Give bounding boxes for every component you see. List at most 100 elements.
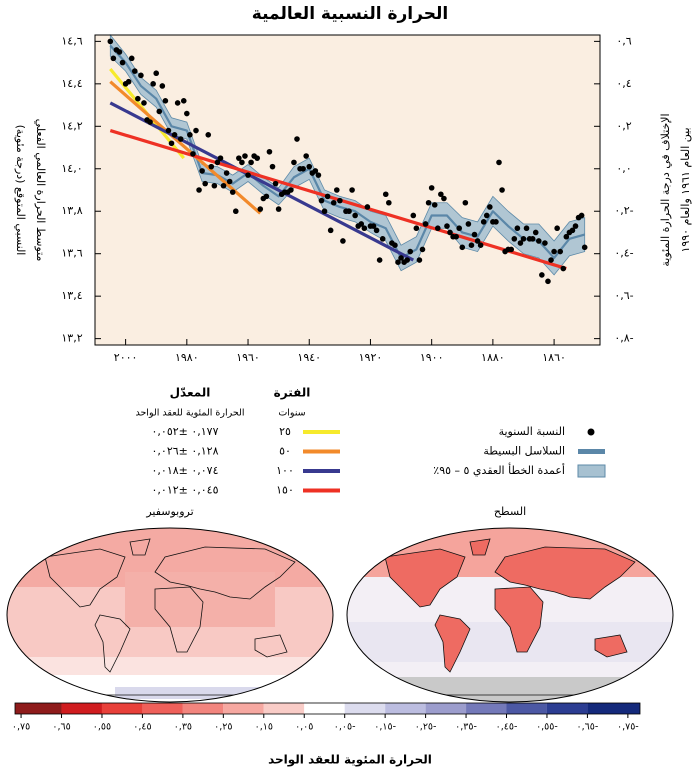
colorbar-tick-label: -٠,٣٥ — [455, 722, 477, 733]
data-point — [303, 153, 309, 159]
data-point — [462, 199, 469, 206]
data-point — [171, 131, 178, 138]
data-point — [520, 236, 527, 242]
table-subheader: سنوات — [278, 408, 305, 419]
data-point — [220, 182, 227, 189]
color-cell — [304, 703, 345, 714]
data-point — [150, 81, 156, 87]
data-point — [205, 131, 212, 138]
data-point — [355, 223, 362, 229]
data-point — [110, 55, 117, 62]
data-point — [386, 199, 392, 206]
color-cell — [223, 703, 264, 714]
data-point — [217, 155, 224, 161]
data-point — [260, 195, 267, 202]
color-cell — [263, 703, 305, 714]
data-point — [199, 168, 205, 174]
period-label: ١٥٠ — [276, 484, 294, 497]
data-point — [428, 185, 435, 191]
data-point — [291, 159, 297, 166]
color-cell — [101, 703, 143, 714]
colorbar-title: الحرارة المئوية للعقد الواحد — [268, 753, 432, 768]
color-cell — [506, 703, 547, 714]
data-point — [548, 257, 554, 263]
y-tick-label: ١٣,٦ — [61, 247, 82, 260]
data-point — [376, 257, 383, 263]
data-point — [131, 68, 138, 74]
colorbar-tick-label: ٠,٦٥ — [52, 722, 70, 733]
color-cell — [61, 703, 102, 714]
y-axis-label: متوسط الحرارة العالمي الفعلي — [34, 119, 47, 262]
legend-label: أعمدة الخطأ العقدي ٥ – ٩٥٪ — [433, 462, 565, 477]
legend-swatch — [587, 428, 595, 436]
data-point — [444, 223, 450, 229]
data-point — [560, 265, 567, 272]
data-point — [333, 187, 340, 193]
data-point — [496, 159, 502, 166]
rate-label: ٠,٠٤٥ ±٠,٠١٢ — [152, 484, 219, 497]
data-point — [379, 236, 386, 242]
data-point — [272, 180, 279, 187]
data-point — [214, 159, 221, 166]
data-point — [523, 225, 530, 232]
data-point — [245, 172, 251, 178]
y2-tick-label: -٠,٤ — [614, 247, 633, 260]
data-point — [236, 155, 242, 161]
period-label: ٢٥ — [279, 425, 291, 438]
y-tick-label: ١٤,٦ — [61, 34, 82, 47]
y2-tick-label: -٠,٦ — [614, 289, 633, 302]
color-cell — [587, 703, 640, 714]
y-tick-label: ١٤,٤ — [61, 77, 82, 90]
data-point — [441, 195, 447, 202]
x-tick-label: ١٩٠٠ — [420, 351, 444, 364]
data-point — [327, 227, 334, 234]
data-point — [141, 100, 147, 106]
y2-tick-label: ٠,٠ — [616, 162, 631, 175]
data-point — [364, 204, 371, 210]
data-point — [275, 206, 282, 212]
data-point — [257, 206, 264, 212]
data-point — [184, 110, 190, 117]
colorbar-tick-label: ٠,٥٥ — [93, 722, 111, 733]
data-point — [187, 131, 193, 138]
rate-label: ٠,١٧٧ ±٠,٠٥٢ — [152, 425, 219, 438]
data-point — [315, 172, 322, 178]
period-label: ٥٠ — [279, 445, 291, 458]
data-point — [431, 202, 438, 208]
plot-frame — [94, 34, 601, 346]
table-header: الفترة — [274, 386, 311, 400]
map-troposphere — [6, 527, 334, 703]
colorbar-tick-label: -٠,٠٥ — [334, 722, 356, 733]
data-point — [232, 208, 239, 215]
data-point — [361, 225, 368, 232]
data-point — [196, 187, 202, 193]
data-point — [554, 225, 560, 232]
y-tick-label: ١٣,٢ — [61, 332, 82, 345]
data-point — [557, 248, 564, 255]
data-point — [373, 227, 380, 234]
data-point — [352, 212, 358, 219]
rate-label: ٠,١٢٨ ±٠,٠٢٦ — [152, 445, 219, 458]
y-tick-label: ١٣,٨ — [61, 204, 82, 217]
data-point — [434, 225, 441, 232]
data-point — [324, 193, 331, 200]
colorbar-tick-label: ٠,٧٥ — [12, 722, 30, 733]
x-tick-label: ١٨٨٠ — [481, 351, 505, 364]
data-point — [490, 219, 496, 225]
y2-tick-label: ٠,٦ — [616, 34, 631, 47]
colorbar-tick-label: ٠,٤٥ — [133, 722, 151, 733]
plot-background — [95, 35, 600, 345]
data-point — [459, 244, 466, 251]
table-subheader: الحرارة المئوية للعقد الواحد — [135, 408, 244, 419]
data-point — [398, 255, 404, 261]
x-tick-label: ٢٠٠٠ — [114, 351, 138, 364]
data-point — [542, 240, 548, 246]
x-tick-label: ١٩٢٠ — [359, 351, 383, 364]
colorbar-tick-label: -٠,٢٥ — [415, 722, 437, 733]
map-title: تروبوسفير — [145, 505, 193, 518]
data-point — [156, 108, 163, 115]
data-point — [168, 140, 175, 147]
color-cell — [425, 703, 467, 714]
data-point — [165, 127, 172, 134]
